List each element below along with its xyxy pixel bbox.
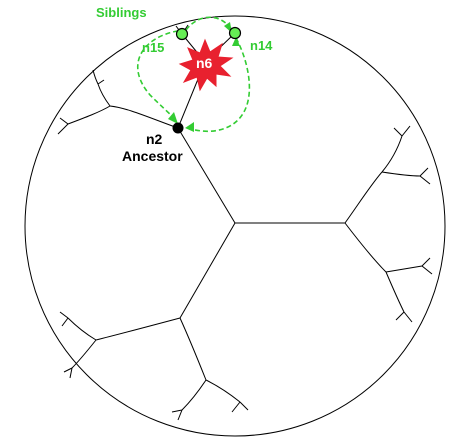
- dashed-arc-top: [185, 16, 233, 31]
- edge-leaf: [381, 171, 421, 177]
- boundary-circle: [24, 15, 446, 437]
- n15-node-icon: [175, 27, 189, 41]
- edge-leaf: [421, 257, 431, 267]
- dashed-arc-right: [187, 37, 251, 133]
- edge-leaf: [393, 127, 403, 137]
- edge-n2-left: [109, 105, 179, 129]
- edge-leaf: [59, 117, 69, 125]
- tree-edges: [57, 24, 433, 421]
- edge-leaf: [401, 125, 411, 137]
- siblings-label: Siblings: [96, 5, 147, 20]
- edge-leaf: [67, 105, 111, 125]
- edge-leaf: [59, 311, 69, 319]
- arrowhead-icon: [168, 112, 178, 124]
- edge-center-bottomleft: [179, 222, 236, 319]
- edge-leaf: [171, 409, 183, 413]
- arrowhead-icon: [232, 37, 240, 46]
- edge-leaf: [421, 265, 433, 275]
- dashed-arc-left: [137, 29, 187, 121]
- edge-leaf: [67, 317, 97, 341]
- edge-leaf: [92, 69, 99, 85]
- n14-label: n14: [250, 38, 273, 53]
- arrowhead-icon: [185, 122, 194, 132]
- edge-leaf: [57, 123, 69, 135]
- edge-bl-left: [95, 317, 181, 341]
- n6-label: n6: [196, 55, 213, 71]
- edge-leaf: [385, 271, 405, 313]
- edge-leaf: [231, 401, 241, 413]
- edge-leaf: [419, 175, 431, 185]
- n2-node-icon: [172, 122, 184, 134]
- edge-leaf: [385, 265, 423, 273]
- edge-bl-down: [179, 317, 207, 381]
- n6-burst-icon: [178, 38, 234, 92]
- n15-label: n15: [142, 40, 164, 55]
- edge-leaf: [61, 317, 69, 327]
- edge-center-n2: [177, 127, 236, 224]
- edge-leaf: [403, 311, 413, 323]
- edge-leaf: [181, 379, 207, 411]
- edge-leaf: [205, 379, 241, 403]
- edge-right-lower: [344, 222, 387, 273]
- n14-node-icon: [228, 26, 242, 40]
- edge-leaf: [239, 401, 249, 411]
- edge-leaf: [63, 367, 73, 373]
- edge-leaf: [381, 135, 403, 173]
- n2-label: n2: [146, 131, 163, 147]
- edge-leaf: [177, 409, 183, 421]
- edge-leaf: [419, 167, 429, 177]
- edge-leaf: [69, 367, 73, 379]
- edge-leaf: [395, 311, 405, 321]
- ancestor-label: Ancestor: [122, 148, 183, 164]
- edge-leaf: [97, 79, 105, 85]
- edge-leaf: [71, 339, 97, 369]
- edge-leaf: [97, 83, 111, 107]
- edge-right-upper: [344, 171, 383, 224]
